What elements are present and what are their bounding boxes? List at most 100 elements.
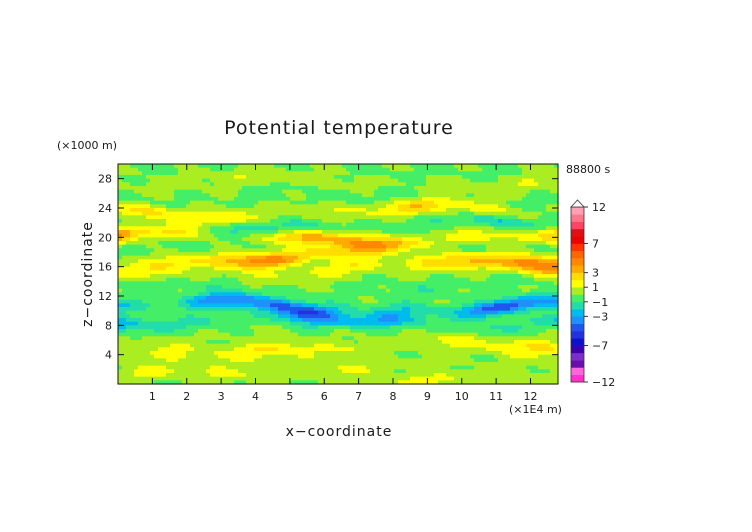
heatmap-cell bbox=[498, 266, 503, 271]
heatmap-cell bbox=[438, 274, 443, 279]
heatmap-cell bbox=[450, 252, 455, 257]
heatmap-cell bbox=[482, 299, 487, 304]
heatmap-cell bbox=[498, 171, 503, 176]
heatmap-cell bbox=[430, 182, 435, 187]
heatmap-cell bbox=[466, 314, 471, 319]
heatmap-cell bbox=[290, 241, 295, 246]
heatmap-cell bbox=[254, 241, 259, 246]
heatmap-cell bbox=[282, 164, 287, 169]
heatmap-cell bbox=[514, 222, 519, 227]
heatmap-cell bbox=[262, 314, 267, 319]
heatmap-cell bbox=[358, 230, 363, 235]
heatmap-cell bbox=[322, 318, 327, 323]
heatmap-cell bbox=[290, 303, 295, 308]
heatmap-cell bbox=[154, 296, 159, 301]
heatmap-cell bbox=[426, 241, 431, 246]
heatmap-cell bbox=[430, 230, 435, 235]
heatmap-cell bbox=[238, 182, 243, 187]
heatmap-cell bbox=[526, 270, 531, 275]
heatmap-cell bbox=[422, 318, 427, 323]
heatmap-cell bbox=[338, 274, 343, 279]
heatmap-cell bbox=[222, 263, 227, 268]
heatmap-cell bbox=[506, 186, 511, 191]
heatmap-cell bbox=[502, 307, 507, 312]
heatmap-cell bbox=[410, 189, 415, 194]
heatmap-cell bbox=[546, 277, 551, 282]
heatmap-cell bbox=[538, 233, 543, 238]
heatmap-cell bbox=[258, 274, 263, 279]
heatmap-cell bbox=[550, 204, 555, 209]
heatmap-cell bbox=[222, 296, 227, 301]
heatmap-cell bbox=[138, 255, 143, 260]
heatmap-cell bbox=[454, 296, 459, 301]
heatmap-cell bbox=[446, 178, 451, 183]
heatmap-cell bbox=[146, 226, 151, 231]
heatmap-cell bbox=[414, 274, 419, 279]
heatmap-cell bbox=[546, 255, 551, 260]
heatmap-cell bbox=[410, 171, 415, 176]
heatmap-cell bbox=[334, 222, 339, 227]
heatmap-cell bbox=[290, 167, 295, 172]
heatmap-cell bbox=[126, 281, 131, 286]
heatmap-cell bbox=[306, 222, 311, 227]
heatmap-cell bbox=[446, 204, 451, 209]
heatmap-cell bbox=[390, 252, 395, 257]
heatmap-cell bbox=[270, 175, 275, 180]
heatmap-cell bbox=[502, 186, 507, 191]
heatmap-cell bbox=[458, 288, 463, 293]
heatmap-cell bbox=[434, 321, 439, 326]
heatmap-cell bbox=[290, 266, 295, 271]
heatmap-cell bbox=[138, 204, 143, 209]
heatmap-cell bbox=[262, 252, 267, 257]
heatmap-cell bbox=[406, 255, 411, 260]
heatmap-cell bbox=[170, 211, 175, 216]
heatmap-cell bbox=[170, 263, 175, 268]
heatmap-cell bbox=[226, 208, 231, 213]
heatmap-cell bbox=[198, 299, 203, 304]
heatmap-cell bbox=[394, 219, 399, 224]
heatmap-cell bbox=[354, 303, 359, 308]
heatmap-cell bbox=[182, 310, 187, 315]
heatmap-cell bbox=[386, 193, 391, 198]
heatmap-cell bbox=[262, 164, 267, 169]
heatmap-cell bbox=[202, 241, 207, 246]
heatmap-cell bbox=[546, 237, 551, 242]
heatmap-cell bbox=[402, 281, 407, 286]
heatmap-cell bbox=[286, 200, 291, 205]
heatmap-cell bbox=[490, 200, 495, 205]
heatmap-cell bbox=[550, 193, 555, 198]
heatmap-cell bbox=[318, 186, 323, 191]
heatmap-cell bbox=[222, 189, 227, 194]
heatmap-cell bbox=[530, 208, 535, 213]
heatmap-cell bbox=[190, 263, 195, 268]
heatmap-cell bbox=[374, 281, 379, 286]
heatmap-cell bbox=[546, 226, 551, 231]
heatmap-cell bbox=[438, 270, 443, 275]
heatmap-cell bbox=[506, 215, 511, 220]
heatmap-cell bbox=[526, 299, 531, 304]
heatmap-cell bbox=[358, 321, 363, 326]
heatmap-cell bbox=[338, 226, 343, 231]
heatmap-cell bbox=[346, 204, 351, 209]
heatmap-cell bbox=[422, 310, 427, 315]
heatmap-cell bbox=[482, 255, 487, 260]
heatmap-cell bbox=[278, 175, 283, 180]
heatmap-cell bbox=[306, 189, 311, 194]
heatmap-cell bbox=[250, 277, 255, 282]
heatmap-cell bbox=[358, 178, 363, 183]
heatmap-cell bbox=[170, 314, 175, 319]
heatmap-cell bbox=[450, 189, 455, 194]
heatmap-cell bbox=[270, 189, 275, 194]
heatmap-cell bbox=[306, 248, 311, 253]
heatmap-cell bbox=[478, 325, 483, 330]
heatmap-cell bbox=[190, 211, 195, 216]
heatmap-cell bbox=[322, 292, 327, 297]
heatmap-cell bbox=[306, 164, 311, 169]
heatmap-cell bbox=[506, 252, 511, 257]
heatmap-cell bbox=[198, 233, 203, 238]
heatmap-cell bbox=[198, 204, 203, 209]
heatmap-cell bbox=[158, 296, 163, 301]
heatmap-cell bbox=[250, 274, 255, 279]
heatmap-cell bbox=[378, 164, 383, 169]
heatmap-cell bbox=[158, 186, 163, 191]
